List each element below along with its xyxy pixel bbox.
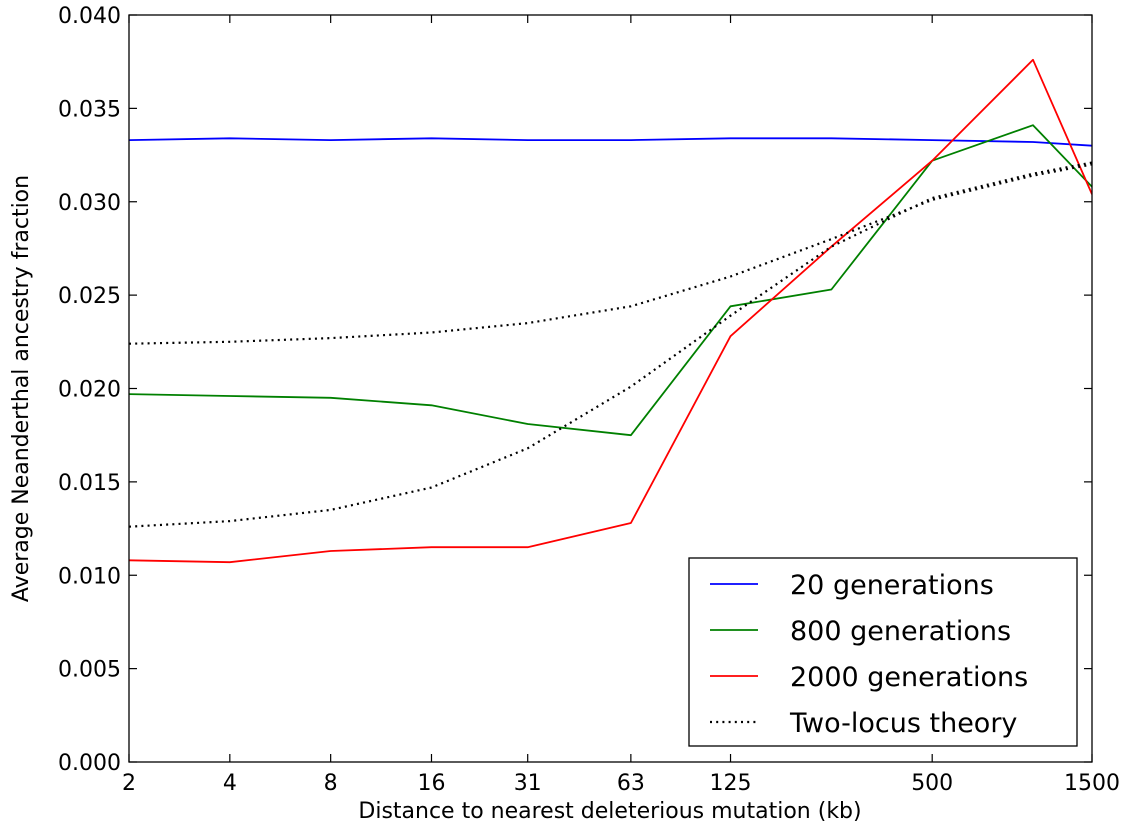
x-tick-label: 8 <box>324 771 338 796</box>
series-line-two-locus-theory-3 <box>129 163 1092 345</box>
y-tick-label: 0.015 <box>58 471 121 496</box>
series-line-800-generations-1 <box>129 124 1092 437</box>
x-tick-label: 1500 <box>1064 771 1120 796</box>
legend-label-20-generations: 20 generations <box>790 570 994 601</box>
ticks-layer: 2 4 8 16 31 63 125 500 1500 0.000 0.005 0.010 0.015 0… <box>58 4 1120 796</box>
y-tick-label: 0.030 <box>58 191 121 216</box>
legend-label-800-generations: 800 generations <box>790 616 1011 647</box>
y-tick-label: 0.025 <box>58 284 121 309</box>
legend-label-2000-generations: 2000 generations <box>790 662 1028 693</box>
x-tick-label: 125 <box>710 771 752 796</box>
y-tick-label: 0.000 <box>58 751 121 776</box>
legend: 20 generations 800 generations 2000 genera… <box>688 557 1078 747</box>
series-line-2000-generations-2 <box>129 58 1092 564</box>
x-axis-label: Distance to nearest deleterious mutation… <box>358 799 861 824</box>
legend-label-two-locus-theory: Two-locus theory <box>789 708 1017 739</box>
series-line-20-generations-0 <box>129 137 1092 147</box>
y-tick-label: 0.020 <box>58 378 121 403</box>
x-tick-label: 500 <box>911 771 953 796</box>
x-tick-label: 31 <box>514 771 542 796</box>
y-tick-label: 0.005 <box>58 658 121 683</box>
y-axis-label: Average Neanderthal ancestry fraction <box>9 175 34 602</box>
y-tick-label: 0.035 <box>58 97 121 122</box>
x-tick-label: 2 <box>122 771 136 796</box>
x-tick-label: 63 <box>617 771 645 796</box>
legend-frame <box>688 557 1078 747</box>
x-tick-label: 4 <box>223 771 237 796</box>
y-tick-label: 0.040 <box>58 4 121 29</box>
series-layer <box>129 58 1092 564</box>
series-line-two-locus-theory-4 <box>129 161 1092 528</box>
y-tick-label: 0.010 <box>58 564 121 589</box>
x-tick-label: 16 <box>417 771 445 796</box>
